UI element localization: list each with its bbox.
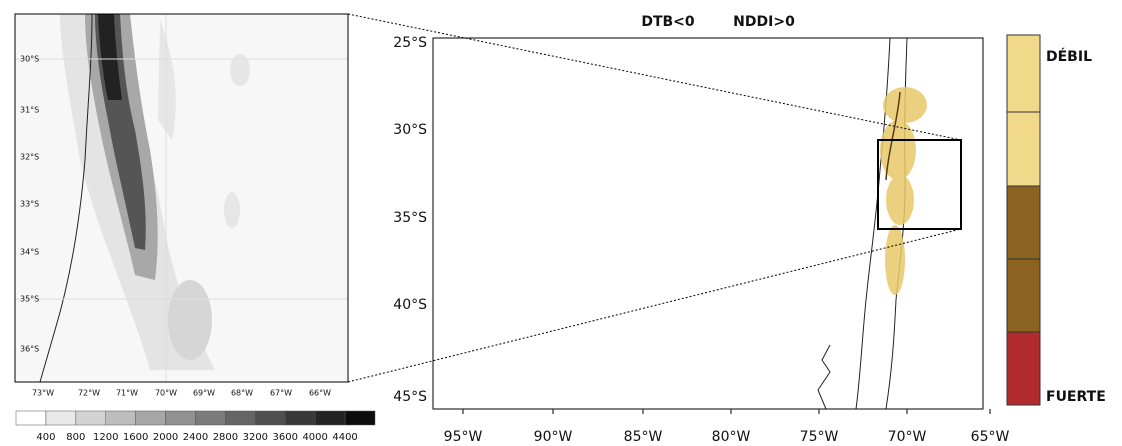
coastline: [855, 37, 891, 410]
colorbar-label: 1600: [123, 432, 148, 443]
legend-label: FUERTE: [1046, 389, 1106, 405]
colorbar-label: 400: [36, 432, 55, 443]
inset-lon-label: 72°W: [78, 389, 100, 398]
drought-patch: [886, 175, 914, 225]
map-title: DTB<0: [641, 14, 695, 30]
map-lat-label: 40°S: [393, 297, 427, 313]
inset-lat-label: 36°S: [20, 345, 39, 354]
colorbar-box: [165, 410, 196, 426]
colorbar-box: [75, 410, 107, 426]
inset-lon-label: 68°W: [231, 389, 253, 398]
legend-swatch: [1006, 111, 1041, 187]
inset-lon-label: 66°W: [309, 389, 331, 398]
terrain-peak: [98, 14, 122, 100]
colorbar-box: [135, 410, 166, 426]
colorbar-label: 2400: [183, 432, 208, 443]
legend: DÉBIL FUERTE: [1006, 34, 1106, 406]
legend-swatch: [1006, 34, 1041, 113]
colorbar-box: [225, 410, 256, 426]
map-lon-label: 70°W: [888, 429, 927, 445]
terrain-low: [224, 192, 240, 228]
drought-area: [880, 87, 927, 295]
colorbar-box: [255, 410, 286, 426]
inset-lat-label: 33°S: [20, 200, 39, 209]
legend-swatch: [1006, 185, 1041, 260]
inset-lon-label: 69°W: [193, 389, 215, 398]
colorbar-box: [45, 410, 77, 426]
colorbar-box: [105, 410, 136, 426]
colorbar-label: 1200: [93, 432, 118, 443]
terrain-low: [230, 54, 250, 86]
inset-lat-label: 32°S: [20, 153, 39, 162]
zoom-box: [877, 139, 962, 230]
map-lon-label: 65°W: [971, 429, 1010, 445]
inset-lat-label: 31°S: [20, 106, 39, 115]
inset-lat-label: 35°S: [20, 295, 39, 304]
inset-lat-label: 34°S: [20, 248, 39, 257]
inset-lon-label: 71°W: [116, 389, 138, 398]
colorbar-label: 4000: [302, 432, 327, 443]
map-frame: [432, 37, 984, 410]
inset-lon-label: 70°W: [155, 389, 177, 398]
inset-frame: [14, 13, 349, 383]
drought-patch: [885, 225, 905, 295]
terrain-mid: [168, 280, 212, 360]
islands: [817, 344, 831, 410]
map-lon-label: 95°W: [444, 429, 483, 445]
legend-swatch: [1006, 258, 1041, 333]
colorbar-label: 4400: [332, 432, 357, 443]
map-lon-label: 80°W: [712, 429, 751, 445]
colorbar-label: 2000: [153, 432, 178, 443]
drought-patch: [880, 120, 916, 180]
terrain-line: [885, 91, 901, 181]
map-lon-label: 85°W: [624, 429, 663, 445]
colorbar-label: 2800: [213, 432, 238, 443]
map-title: NDDI>0: [733, 14, 795, 30]
inset-lon-label: 73°W: [32, 389, 54, 398]
terrain-low: [158, 20, 176, 140]
colorbar-label: 800: [66, 432, 85, 443]
colorbar-box: [15, 410, 47, 426]
colorbar-box: [314, 410, 346, 426]
zoom-line: [347, 228, 962, 383]
colorbar-box: [195, 410, 226, 426]
colorbar-box: [344, 410, 376, 426]
inset-terrain: [14, 13, 349, 383]
main-map: [432, 37, 984, 410]
colorbar-label: 3600: [273, 432, 298, 443]
map-lon-label: 90°W: [534, 429, 573, 445]
inset-lon-label: 67°W: [270, 389, 292, 398]
inset-lat-label: 30°S: [20, 55, 39, 64]
colorbar-label: 3200: [243, 432, 268, 443]
drought-patch: [883, 87, 927, 123]
colorbar-box: [285, 410, 316, 426]
map-lon-label: 75°W: [800, 429, 839, 445]
map-lat-label: 45°S: [393, 389, 427, 405]
legend-label: DÉBIL: [1046, 48, 1092, 65]
legend-swatch: [1006, 331, 1041, 406]
zoom-line: [347, 13, 962, 141]
map-lat-label: 30°S: [393, 122, 427, 138]
map-lat-label: 25°S: [393, 35, 427, 51]
map-lat-label: 35°S: [393, 210, 427, 226]
